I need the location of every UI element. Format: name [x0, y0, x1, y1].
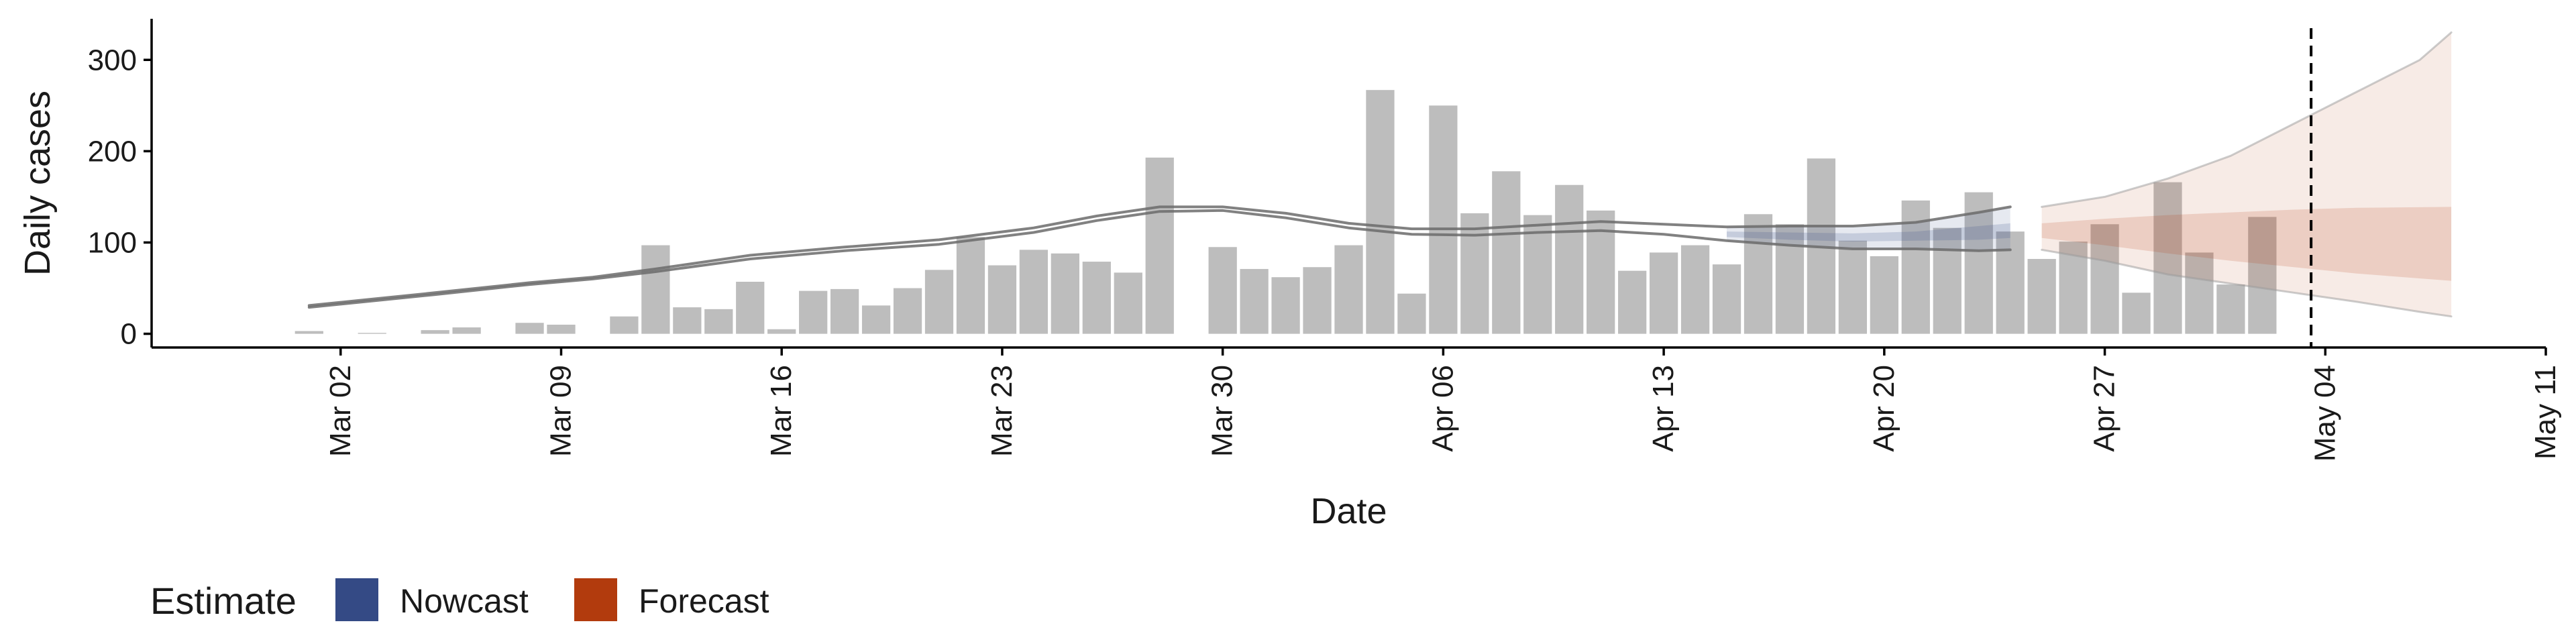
x-tick-label: Mar 16 — [765, 365, 798, 457]
bar — [1587, 210, 1615, 334]
bar — [1240, 268, 1269, 334]
bar — [1334, 245, 1363, 334]
bar — [1271, 277, 1300, 334]
bar — [1051, 253, 1079, 334]
bar — [1208, 247, 1237, 334]
bar — [861, 305, 891, 334]
y-tick-label: 100 — [88, 226, 137, 259]
bar — [767, 329, 796, 334]
x-tick-label: Mar 09 — [544, 365, 577, 457]
bar — [1397, 293, 1426, 334]
bar — [924, 270, 954, 334]
bar — [610, 316, 639, 334]
bar — [893, 288, 922, 334]
legend-swatch-forecast — [574, 578, 617, 621]
legend-label-nowcast: Nowcast — [400, 582, 529, 620]
estimate-lower-line — [307, 209, 2012, 309]
x-tick-label: Mar 02 — [324, 365, 357, 457]
legend: Estimate Nowcast Forecast — [150, 578, 769, 622]
bar — [956, 237, 985, 334]
x-tick-label: Apr 20 — [1868, 365, 1900, 452]
forecast-lower-line — [2041, 248, 2453, 318]
bar — [1523, 215, 1552, 334]
bar — [799, 290, 828, 334]
y-axis-title: Daily cases — [17, 91, 58, 276]
bar — [1870, 256, 1898, 334]
bar — [1114, 272, 1142, 334]
bar — [2090, 224, 2119, 334]
bar — [1775, 224, 1805, 334]
legend-items: Nowcast Forecast — [335, 578, 769, 621]
legend-label-forecast: Forecast — [639, 582, 769, 620]
forecast-upper-line — [2041, 31, 2453, 208]
y-tick-label: 0 — [121, 318, 137, 351]
bar — [641, 245, 670, 334]
bar — [1933, 227, 1962, 334]
legend-title: Estimate — [150, 580, 297, 622]
x-tick-label: Apr 13 — [1647, 365, 1680, 452]
axes-layer: 0 100 200 300 Mar 02 Mar 09 Mar 16 Mar 23 Mar 3… — [88, 19, 2562, 462]
legend-swatch-nowcast — [335, 578, 378, 621]
x-tick-label: Apr 27 — [2088, 365, 2121, 452]
bar — [2122, 292, 2151, 334]
bar — [547, 324, 576, 334]
bar — [673, 307, 702, 334]
forecast-inner-band — [2041, 207, 2452, 281]
bar — [1366, 90, 1395, 334]
x-tick-label: Apr 06 — [1426, 365, 1459, 452]
bar — [2153, 182, 2182, 334]
bar — [1838, 240, 1868, 334]
bar — [1460, 213, 1489, 334]
estimate-lines-layer — [307, 31, 2453, 318]
nowcast-inner-band — [1727, 223, 2010, 242]
x-tick-label: Mar 30 — [1206, 365, 1239, 457]
x-tick-label: May 11 — [2529, 365, 2562, 460]
x-axis-title: Date — [1310, 491, 1387, 531]
bar — [452, 327, 481, 334]
bar — [1743, 214, 1773, 334]
bar — [2216, 284, 2245, 334]
nowcast-outer-band — [1727, 207, 2010, 251]
bar — [2248, 217, 2277, 334]
x-ticks: Mar 02 Mar 09 Mar 16 Mar 23 Mar 30 Apr 06 Apr … — [324, 347, 2562, 462]
forecast-outer-band — [2041, 32, 2452, 317]
bands-layer — [1727, 32, 2452, 317]
bar — [294, 331, 323, 334]
bar — [1555, 184, 1584, 334]
bar — [1303, 267, 1332, 334]
y-tick-label: 300 — [88, 44, 137, 76]
bar — [1019, 250, 1049, 334]
bar — [2185, 252, 2214, 334]
bar — [1492, 171, 1521, 334]
bar — [515, 323, 544, 334]
bar — [736, 282, 765, 334]
bar — [704, 309, 733, 334]
bar — [421, 330, 449, 334]
bar — [1964, 192, 1993, 334]
bar — [1712, 264, 1741, 334]
bar — [1649, 252, 1678, 334]
estimate-upper-line — [307, 205, 2012, 307]
bar — [1680, 245, 1710, 334]
bar — [1429, 105, 1458, 334]
bar — [1618, 270, 1647, 334]
bar — [830, 288, 859, 334]
bar — [1082, 262, 1111, 334]
bar — [987, 265, 1017, 334]
x-tick-label: Mar 23 — [985, 365, 1018, 457]
x-tick-label: May 04 — [2308, 365, 2341, 462]
y-ticks: 0 100 200 300 — [88, 44, 152, 351]
y-tick-label: 200 — [88, 135, 137, 168]
bar — [2027, 258, 2056, 334]
bar — [1145, 157, 1174, 334]
